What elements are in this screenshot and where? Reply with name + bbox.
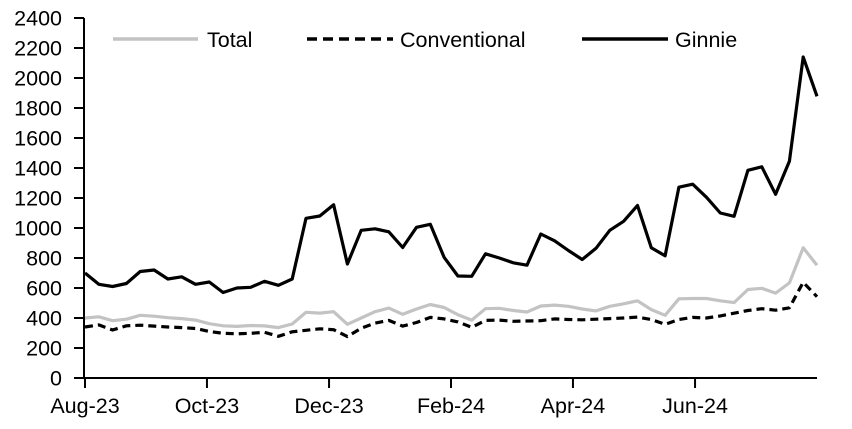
y-axis-label: 1600 (14, 127, 62, 151)
series-line-conventional (84, 280, 819, 339)
x-axis-label: Feb-24 (417, 394, 485, 418)
y-axis-label: 200 (26, 337, 62, 361)
y-axis-label: 400 (26, 307, 62, 331)
x-axis-label: Jun-24 (662, 394, 728, 418)
x-axis-label: Apr-24 (541, 394, 606, 418)
series-line-ginnie (83, 55, 819, 295)
y-axis-label: 800 (26, 247, 62, 271)
y-axis-label: 2000 (14, 67, 62, 91)
y-axis-label: 1200 (14, 187, 62, 211)
y-axis-label: 1800 (14, 97, 62, 121)
legend-label-ginnie: Ginnie (675, 28, 737, 52)
x-axis-label: Dec-23 (294, 394, 363, 418)
y-axis-label: 0 (50, 367, 62, 391)
x-axis-label: Aug-23 (50, 394, 119, 418)
y-axis-label: 2400 (14, 7, 62, 31)
y-axis-label: 600 (26, 277, 62, 301)
y-axis-label: 1400 (14, 157, 62, 181)
y-axis-label: 2200 (14, 37, 62, 61)
series-line-total (84, 246, 819, 330)
y-axis-label: 1000 (14, 217, 62, 241)
x-axis-label: Oct-23 (175, 394, 240, 418)
legend-label-total: Total (207, 28, 252, 52)
legend-label-conventional: Conventional (400, 28, 526, 52)
